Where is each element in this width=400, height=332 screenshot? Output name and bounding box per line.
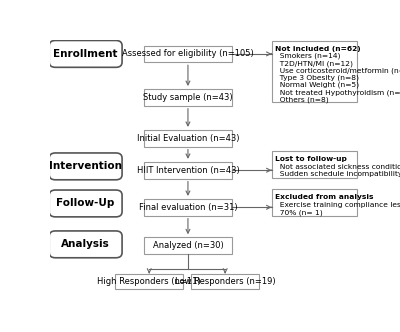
Bar <box>144 237 232 254</box>
Text: T2D/HTN/MI (n=12): T2D/HTN/MI (n=12) <box>275 60 353 67</box>
Bar <box>115 274 183 289</box>
Bar <box>272 151 357 178</box>
Bar <box>144 45 232 62</box>
Text: Analysis: Analysis <box>61 239 110 249</box>
Text: Initial Evaluation (n=43): Initial Evaluation (n=43) <box>137 134 239 143</box>
Text: Not treated Hypothyroidism (n=6): Not treated Hypothyroidism (n=6) <box>275 89 400 96</box>
Text: Low Responders (n=19): Low Responders (n=19) <box>175 277 276 286</box>
Bar <box>191 274 259 289</box>
Text: High Responders (n=11): High Responders (n=11) <box>97 277 201 286</box>
Text: Study sample (n=43): Study sample (n=43) <box>143 93 233 102</box>
Text: Assessed for eligibility (n=105): Assessed for eligibility (n=105) <box>122 49 254 58</box>
Text: Not associated sickness condition (n=4): Not associated sickness condition (n=4) <box>275 163 400 170</box>
Bar <box>144 162 232 179</box>
Text: HIIT Intervention (n=43): HIIT Intervention (n=43) <box>136 166 239 175</box>
Text: Normal Weight (n=5): Normal Weight (n=5) <box>275 82 359 88</box>
Text: Sudden schedule incompatibility (n=8): Sudden schedule incompatibility (n=8) <box>275 171 400 178</box>
Bar <box>272 189 357 216</box>
Text: Analyzed (n=30): Analyzed (n=30) <box>152 241 223 250</box>
Text: Exercise training compliance less than: Exercise training compliance less than <box>275 202 400 208</box>
FancyBboxPatch shape <box>49 190 122 217</box>
Text: Smokers (n=14): Smokers (n=14) <box>275 53 340 59</box>
Text: 70% (n= 1): 70% (n= 1) <box>275 209 322 216</box>
Bar <box>272 41 357 103</box>
Text: Type 3 Obesity (n=8): Type 3 Obesity (n=8) <box>275 75 359 81</box>
FancyBboxPatch shape <box>49 231 122 258</box>
Text: Use corticosteroid/metformin (n=9): Use corticosteroid/metformin (n=9) <box>275 67 400 74</box>
FancyBboxPatch shape <box>49 41 122 67</box>
Bar <box>144 89 232 106</box>
Text: Intervention: Intervention <box>49 161 122 171</box>
FancyBboxPatch shape <box>49 153 122 180</box>
Text: Follow-Up: Follow-Up <box>56 199 115 208</box>
Text: Final evaluation (n=31): Final evaluation (n=31) <box>139 203 237 212</box>
Text: Others (n=8): Others (n=8) <box>275 96 328 103</box>
Text: Enrollment: Enrollment <box>54 49 118 59</box>
Text: Excluded from analysis: Excluded from analysis <box>275 194 373 200</box>
Bar <box>144 130 232 146</box>
Text: Lost to follow-up: Lost to follow-up <box>275 156 347 162</box>
Bar <box>144 199 232 215</box>
Text: Not included (n=62): Not included (n=62) <box>275 46 360 52</box>
